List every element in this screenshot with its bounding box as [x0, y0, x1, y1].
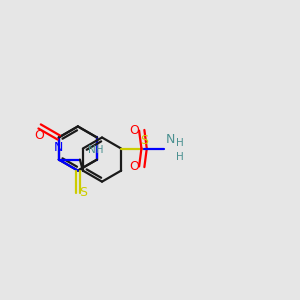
Text: O: O — [130, 160, 140, 173]
Text: S: S — [140, 134, 148, 147]
Text: NH: NH — [88, 145, 103, 155]
Text: O: O — [35, 129, 44, 142]
Text: H: H — [176, 152, 184, 162]
Text: N: N — [54, 141, 63, 154]
Text: S: S — [79, 186, 87, 199]
Text: N: N — [166, 133, 175, 146]
Text: H: H — [176, 138, 184, 148]
Text: O: O — [130, 124, 140, 137]
